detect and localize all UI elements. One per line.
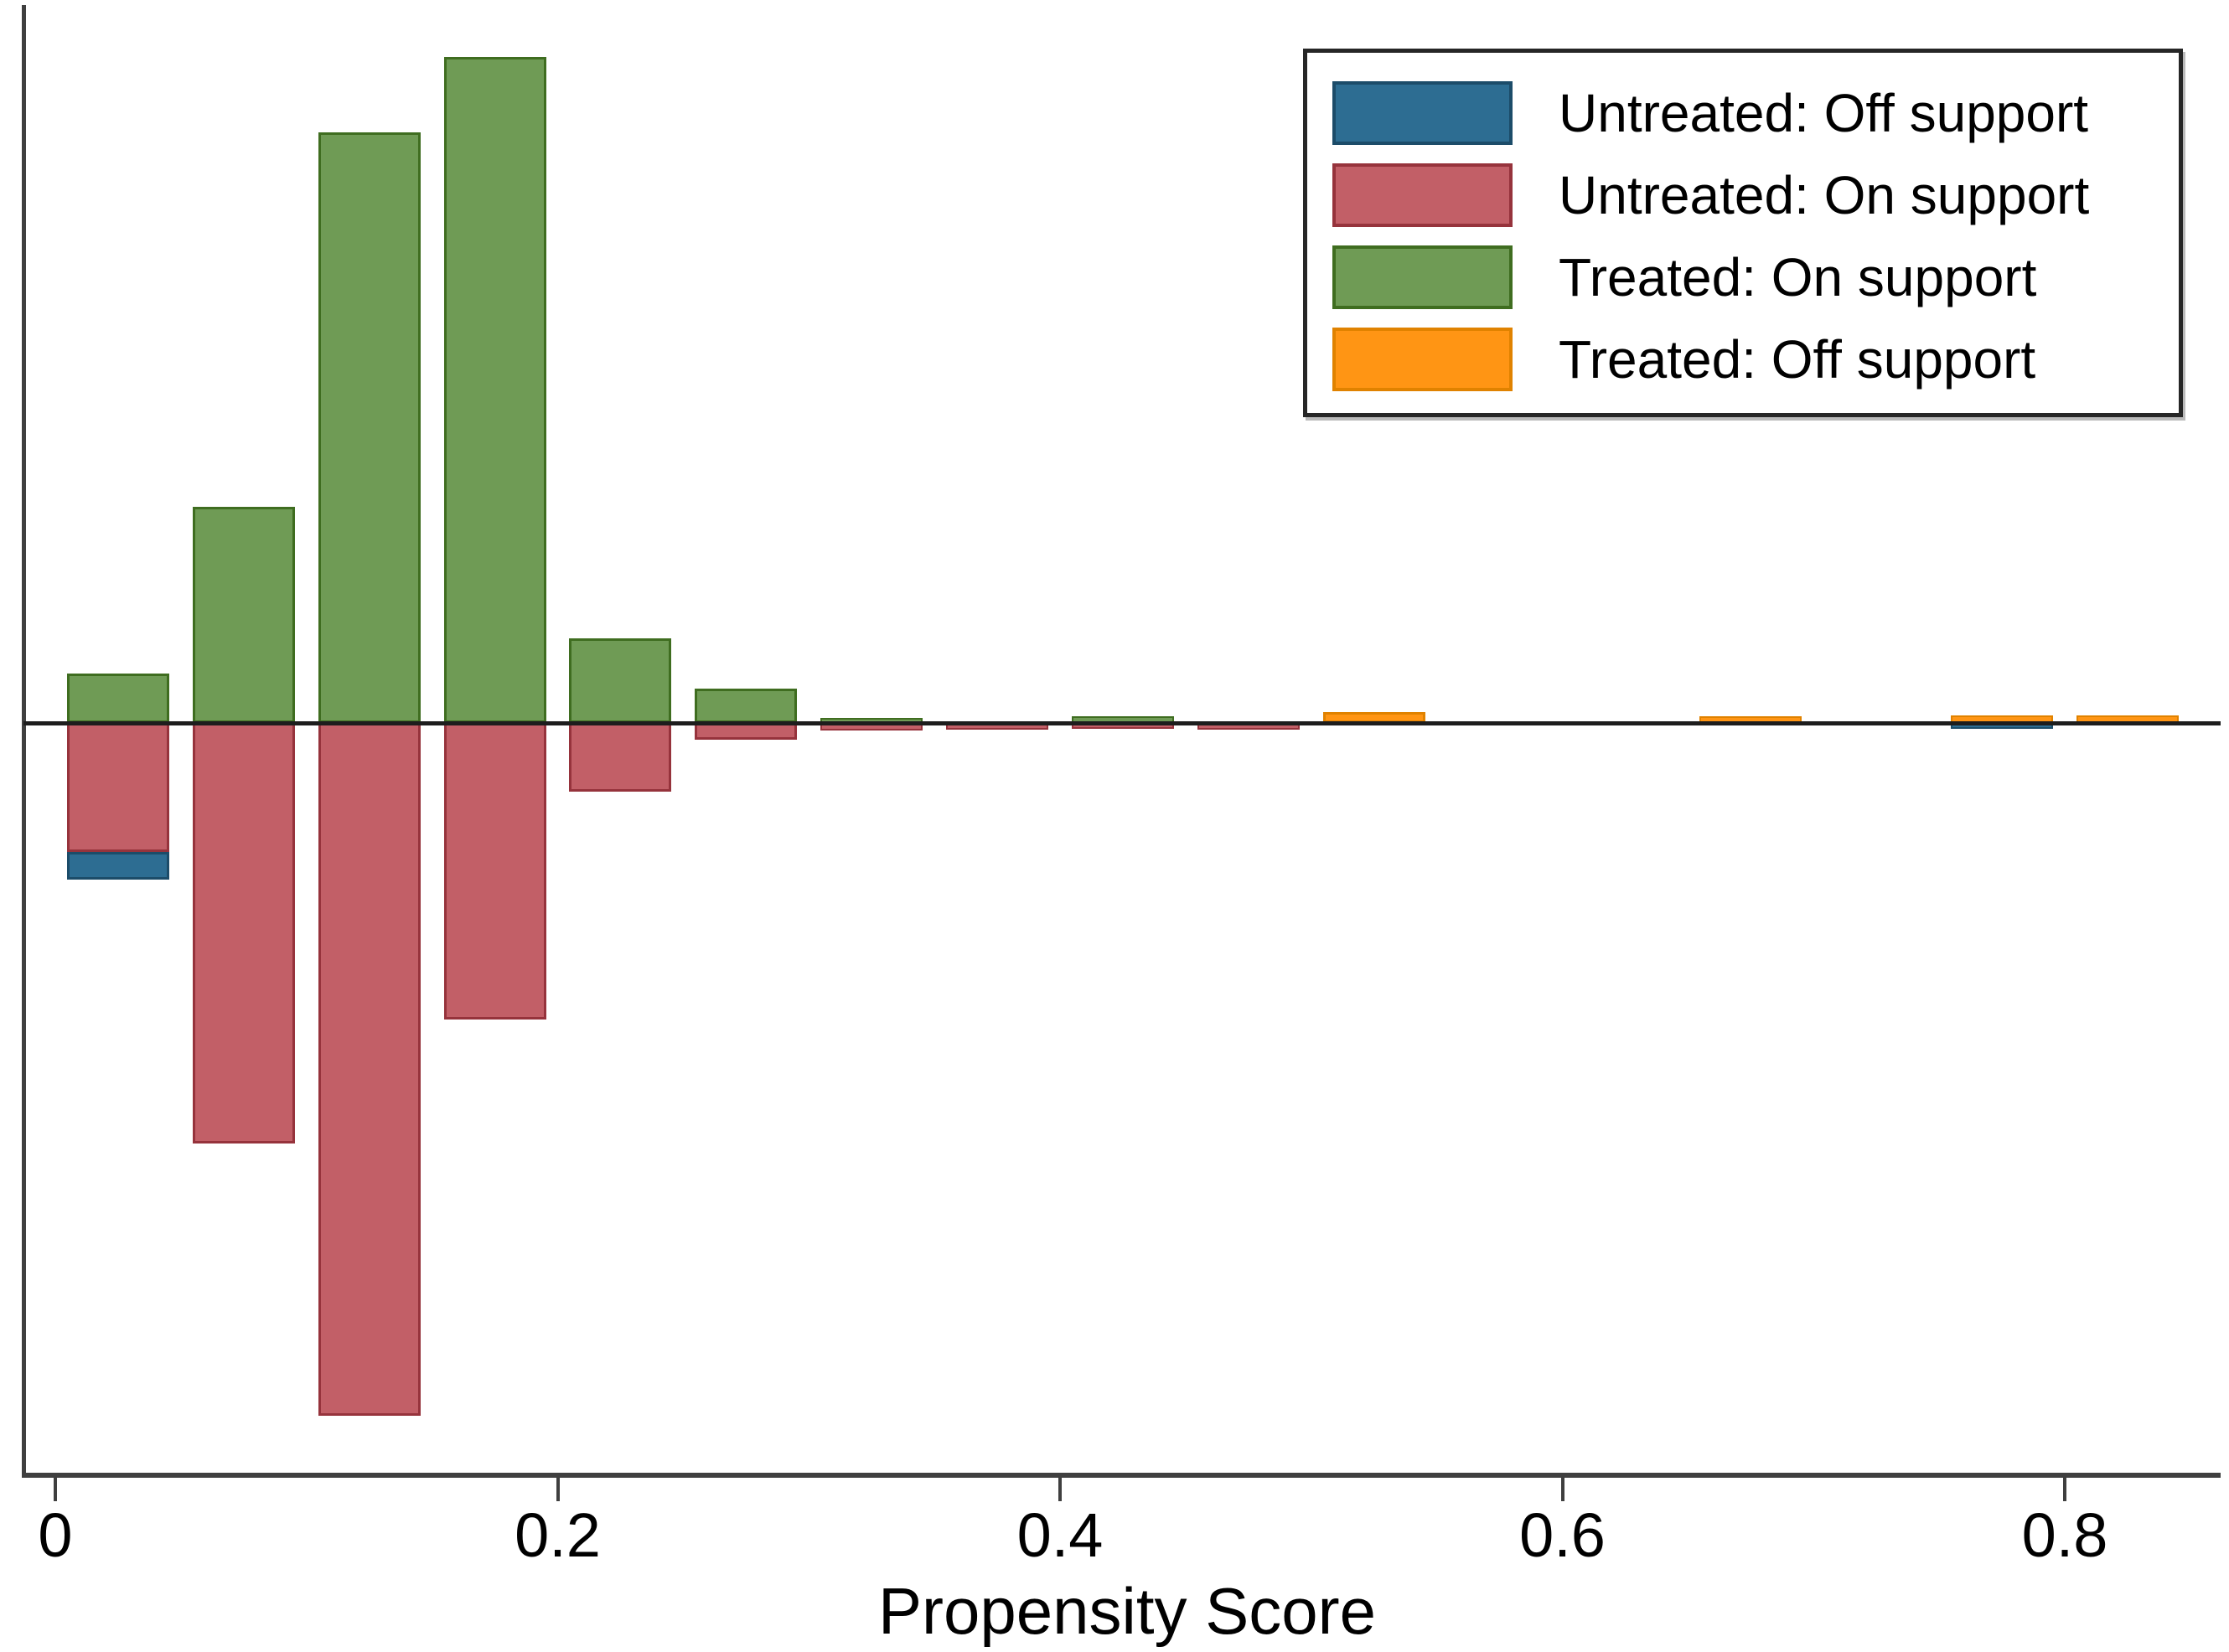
legend-swatch-treated-off-support [1332,328,1513,391]
legend-label-treated-off-support: Treated: Off support [1559,329,2036,390]
legend-label-untreated-off-support: Untreated: Off support [1559,83,2089,143]
x-tick-0.4 [1058,1478,1062,1501]
histogram-bar-treated-on [193,507,295,723]
x-axis-line [22,1473,2221,1478]
histogram-bar-untreated-off [67,852,169,880]
x-tick-label-0.8: 0.8 [2021,1500,2108,1570]
histogram-bar-treated-on [569,638,671,723]
x-tick-label-0.4: 0.4 [1016,1500,1104,1570]
x-tick-0 [54,1478,57,1501]
histogram-bar-untreated-on [695,723,797,740]
histogram-bar-treated-on [444,57,546,723]
histogram-bar-untreated-on [318,723,421,1416]
legend: Untreated: Off support Untreated: On sup… [1303,49,2183,417]
x-tick-0.2 [556,1478,560,1501]
legend-swatch-untreated-off-support [1332,81,1513,145]
x-axis-title: Propensity Score [878,1574,1376,1648]
legend-swatch-untreated-on-support [1332,163,1513,227]
y-axis-line [22,5,26,1478]
legend-label-treated-on-support: Treated: On support [1559,247,2037,307]
zero-baseline [23,721,2221,725]
histogram-bar-treated-on [695,689,797,723]
histogram-bar-treated-on [318,132,421,723]
legend-label-untreated-on-support: Untreated: On support [1559,165,2090,225]
legend-item-treated-on-support: Treated: On support [1332,245,2036,309]
legend-swatch-treated-on-support [1332,245,1513,309]
x-tick-label-0.6: 0.6 [1519,1500,1606,1570]
histogram-bar-untreated-on [444,723,546,1020]
legend-item-treated-off-support: Treated: Off support [1332,328,2035,391]
x-tick-0.8 [2063,1478,2066,1501]
legend-item-untreated-on-support: Untreated: On support [1332,163,2089,227]
histogram-bar-treated-on [67,674,169,723]
x-tick-label-0.2: 0.2 [515,1500,601,1570]
x-tick-0.6 [1560,1478,1564,1501]
x-tick-label-0: 0 [38,1500,73,1570]
legend-item-untreated-off-support: Untreated: Off support [1332,81,2088,145]
histogram-bar-untreated-on [67,723,169,852]
histogram-bar-untreated-on [193,723,295,1143]
histogram-bar-untreated-on [569,723,671,792]
